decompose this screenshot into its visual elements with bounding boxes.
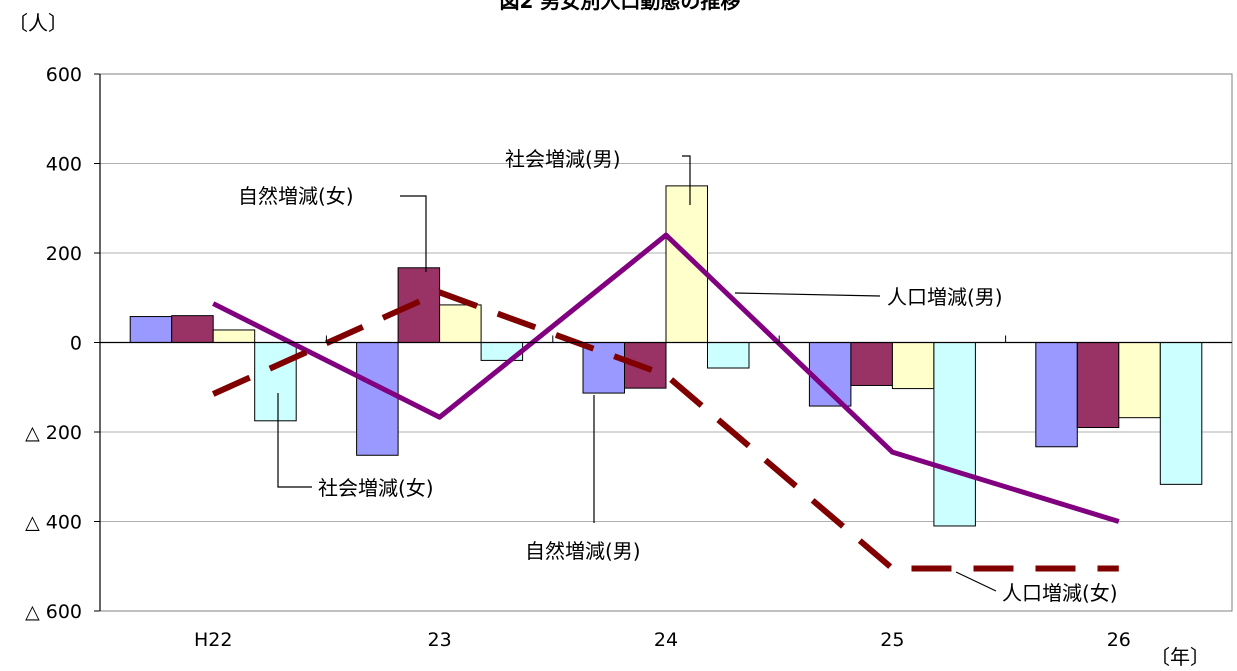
- x-axis-unit-label: 〔年〕: [1150, 645, 1210, 669]
- bar: [808, 342, 852, 407]
- bar: [1035, 342, 1078, 448]
- annotation-label: 自然増減(女): [238, 184, 354, 208]
- bar: [1118, 342, 1161, 419]
- annotation-label: 社会増減(女): [318, 476, 434, 500]
- bar-layer: [129, 185, 1203, 527]
- x-tick-label: 24: [654, 629, 678, 651]
- series-line: [212, 232, 1120, 524]
- y-tick-label: 400: [46, 154, 82, 176]
- y-tick-label: △ 600: [25, 601, 82, 623]
- bar: [439, 304, 482, 344]
- annotation-leader-line: [734, 292, 881, 297]
- bar: [171, 315, 214, 343]
- bar: [254, 342, 297, 422]
- annotation-label: 人口増減(女): [1002, 581, 1118, 605]
- bar: [891, 342, 935, 390]
- bar: [707, 342, 750, 369]
- line-layer: [211, 232, 1120, 572]
- bar: [1159, 342, 1203, 485]
- annotation-leader-line: [682, 155, 691, 205]
- y-tick-label: △ 400: [25, 512, 82, 534]
- bar: [356, 342, 399, 456]
- grid-layer: [100, 163, 1232, 522]
- annotation-layer: 社会増減(男) 自然増減(女) 人口増減(男) 社会増減(女) 自然増減(男) 人口増減(…: [238, 147, 1118, 605]
- annotation-label: 人口増減(男): [887, 285, 1003, 309]
- x-tick-label: H22: [194, 629, 232, 651]
- x-tick-label: 26: [1107, 629, 1131, 651]
- annotation-leader-line: [955, 571, 997, 592]
- annotation-label: 社会増減(男): [505, 147, 621, 171]
- bar: [212, 329, 256, 344]
- bar: [933, 342, 976, 527]
- y-tick-label: 600: [46, 64, 82, 86]
- annotation-label: 自然増減(男): [525, 539, 641, 563]
- y-tick-label: 200: [46, 243, 82, 265]
- x-tick-label: 25: [880, 629, 904, 651]
- y-axis-unit-label: 〔人〕: [8, 11, 68, 35]
- chart-title: 図2 男女別人口動態の推移: [500, 0, 741, 13]
- axis-layer: 600 400 200 0 △ 200 △ 400 △ 600 H22 23 24 25 26: [25, 64, 1233, 651]
- annotation-leader-line: [400, 195, 427, 272]
- bar: [665, 185, 708, 343]
- y-tick-label: 0: [70, 333, 82, 355]
- y-tick-label: △ 200: [25, 422, 82, 444]
- annotation-leader-line: [277, 393, 312, 488]
- x-tick-label: 23: [428, 629, 452, 651]
- bar: [850, 342, 893, 386]
- bar: [1076, 342, 1120, 429]
- bar: [129, 316, 173, 344]
